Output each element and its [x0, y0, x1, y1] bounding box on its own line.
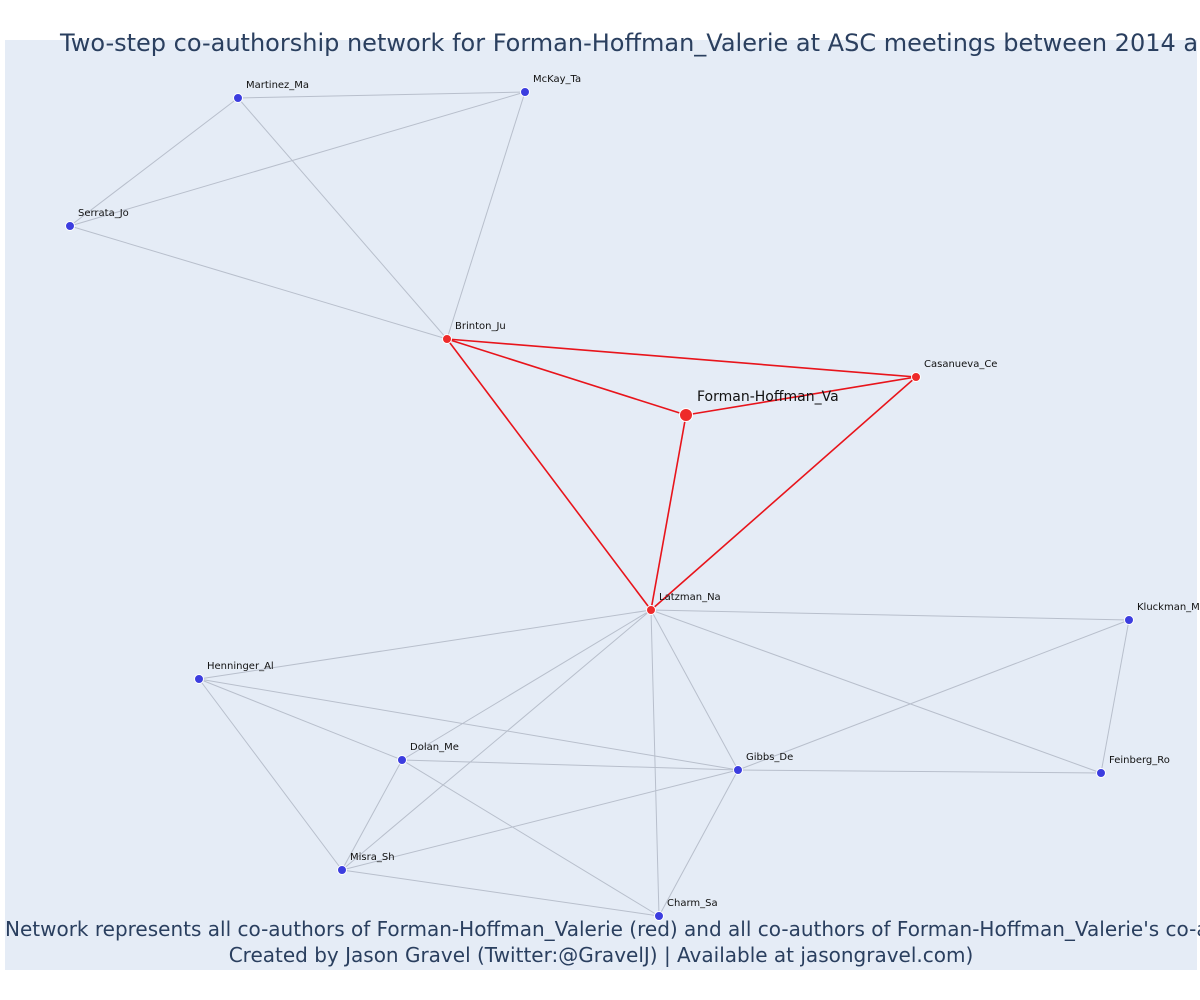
edge-Casanueva_Ce-Latzman_Na: [650, 376, 917, 611]
edge-Gibbs_De-Misra_Sh: [341, 769, 739, 871]
footer-credit: Created by Jason Gravel (Twitter:@Gravel…: [228, 943, 974, 967]
node-Dolan_Me[interactable]: [397, 755, 407, 765]
node-McKay_Ta[interactable]: [520, 87, 530, 97]
node-label: Serrata_Jo: [78, 208, 129, 219]
node-label: Dolan_Me: [410, 742, 459, 753]
label-layer: Martinez_Ma McKay_Ta Serrata_Jo Brinton_Ju C…: [78, 74, 1200, 909]
edge-Misra_Sh-Charm_Sa: [341, 869, 660, 917]
edge-Latzman_Na-Kluckman_M: [650, 609, 1130, 621]
edge-Latzman_Na-Dolan_Me: [401, 609, 652, 761]
edge-Dolan_Me-Gibbs_De: [401, 759, 739, 771]
node-label: Forman-Hoffman_Va: [697, 389, 839, 405]
node-layer: [65, 87, 1134, 921]
edge-Latzman_Na-Feinberg_Ro: [650, 609, 1102, 774]
node-Kluckman_M[interactable]: [1124, 615, 1134, 625]
edge-layer: [69, 91, 1130, 917]
node-Martinez_Ma[interactable]: [233, 93, 243, 103]
node-Forman-Hoffman_Va[interactable]: [679, 408, 693, 422]
node-label: Henninger_Al: [207, 661, 274, 672]
edge-Forman-Hoffman_Va-Latzman_Na: [650, 414, 687, 611]
edge-Latzman_Na-Henninger_Al: [198, 609, 652, 680]
node-label: Charm_Sa: [667, 898, 718, 909]
edge-Henninger_Al-Dolan_Me: [198, 678, 403, 761]
edge-Dolan_Me-Charm_Sa: [401, 759, 660, 917]
edge-Casanueva_Ce-Forman-Hoffman_Va: [685, 376, 917, 416]
edge-Henninger_Al-Misra_Sh: [198, 678, 343, 871]
edge-Latzman_Na-Misra_Sh: [341, 609, 652, 871]
chart-footer: Network represents all co-authors of For…: [5, 916, 1200, 968]
node-label: Latzman_Na: [659, 592, 721, 603]
edge-Kluckman_M-Gibbs_De: [737, 619, 1130, 771]
node-Misra_Sh[interactable]: [337, 865, 347, 875]
node-label: Feinberg_Ro: [1109, 755, 1170, 766]
node-label: Misra_Sh: [350, 852, 395, 863]
chart-title: Two-step co-authorship network for Forma…: [60, 29, 1200, 57]
node-label: Brinton_Ju: [455, 321, 506, 332]
edge-Brinton_Ju-Latzman_Na: [446, 338, 652, 611]
edge-Brinton_Ju-Casanueva_Ce: [446, 338, 917, 378]
edge-Serrata_Jo-Brinton_Ju: [69, 225, 448, 340]
node-label: Kluckman_M: [1137, 602, 1200, 613]
edge-Gibbs_De-Charm_Sa: [658, 769, 739, 917]
edge-Latzman_Na-Charm_Sa: [650, 609, 660, 917]
node-Feinberg_Ro[interactable]: [1096, 768, 1106, 778]
edge-Martinez_Ma-McKay_Ta: [237, 91, 526, 99]
edge-Henninger_Al-Gibbs_De: [198, 678, 739, 771]
edge-Dolan_Me-Misra_Sh: [341, 759, 403, 871]
edge-McKay_Ta-Serrata_Jo: [69, 91, 526, 227]
edge-Martinez_Ma-Serrata_Jo: [69, 97, 239, 227]
node-Serrata_Jo[interactable]: [65, 221, 75, 231]
node-Latzman_Na[interactable]: [646, 605, 656, 615]
node-label: Casanueva_Ce: [924, 359, 997, 370]
plot-area: [5, 40, 1197, 970]
node-label: Gibbs_De: [746, 752, 793, 763]
edge-McKay_Ta-Brinton_Ju: [446, 91, 526, 340]
node-Gibbs_De[interactable]: [733, 765, 743, 775]
edge-Latzman_Na-Gibbs_De: [650, 609, 739, 771]
node-Henninger_Al[interactable]: [194, 674, 204, 684]
footer-description: Network represents all co-authors of For…: [5, 917, 1200, 941]
node-label: Martinez_Ma: [246, 80, 309, 91]
edge-Martinez_Ma-Brinton_Ju: [237, 97, 448, 340]
edge-Gibbs_De-Feinberg_Ro: [737, 769, 1102, 774]
node-Brinton_Ju[interactable]: [442, 334, 452, 344]
node-Charm_Sa[interactable]: [654, 911, 664, 921]
node-label: McKay_Ta: [533, 74, 581, 85]
node-Casanueva_Ce[interactable]: [911, 372, 921, 382]
edge-Brinton_Ju-Forman-Hoffman_Va: [446, 338, 687, 416]
edge-Kluckman_M-Feinberg_Ro: [1100, 619, 1130, 774]
